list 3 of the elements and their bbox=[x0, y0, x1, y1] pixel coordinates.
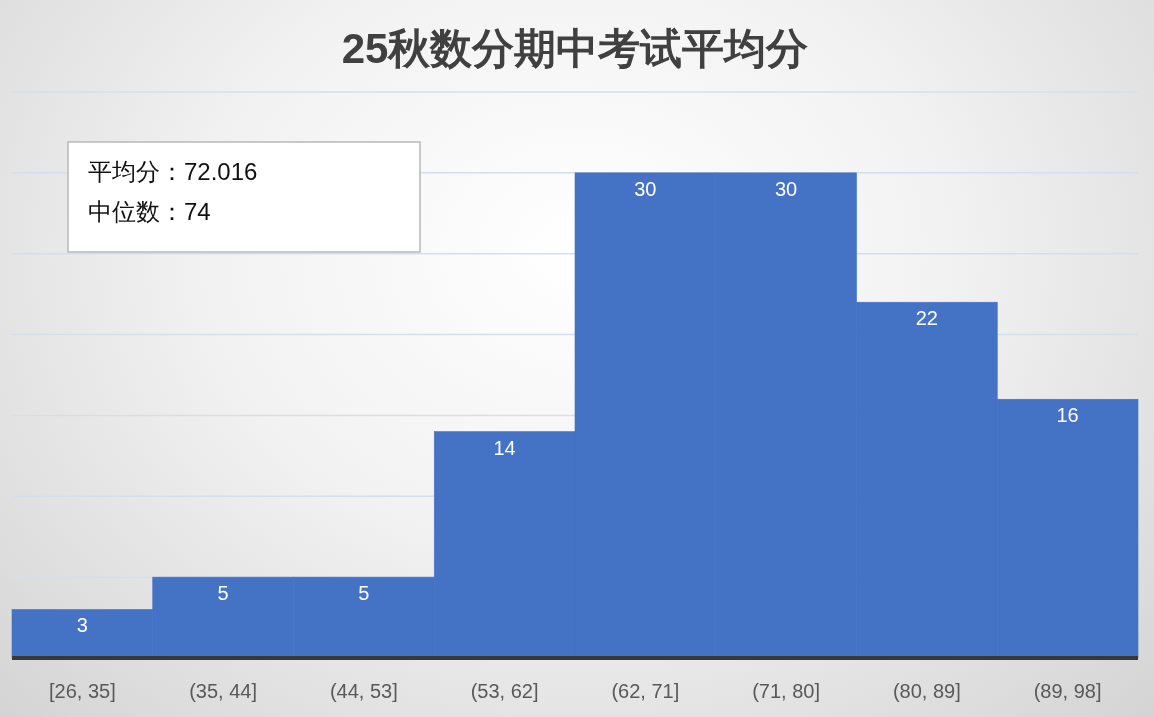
title: 25秋数分期中考试平均分 bbox=[341, 25, 809, 72]
annotation: 中位数：74 bbox=[88, 198, 211, 225]
annotation: 平均分：72.016 bbox=[88, 158, 258, 185]
